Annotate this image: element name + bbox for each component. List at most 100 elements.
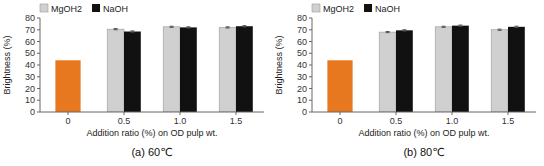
error-cap: [498, 29, 502, 30]
legend-swatch: [40, 4, 48, 12]
error-cap: [130, 30, 134, 31]
error-cap: [170, 26, 174, 27]
legend-swatch: [92, 4, 100, 12]
error-cap: [130, 32, 134, 33]
error-bar: [498, 29, 502, 30]
legend-label: MgOH2: [51, 4, 82, 14]
x-axis-label: Addition ratio (%) on OD pulp wt.: [86, 128, 217, 138]
error-bar: [130, 31, 134, 32]
panel: 0102030405060708000.51.01.5Addition rati…: [2, 4, 264, 159]
error-cap: [242, 25, 246, 26]
legend-item: NaOH: [92, 4, 128, 14]
error-cap: [498, 30, 502, 31]
error-bar: [402, 30, 406, 31]
bar: [379, 32, 396, 112]
y-axis-label: Brightness (%): [2, 35, 12, 94]
legend-item: MgOH2: [312, 4, 354, 14]
bar: [508, 27, 525, 112]
legend-item: MgOH2: [40, 4, 82, 14]
y-tick-label: 30: [297, 72, 307, 82]
error-cap: [402, 30, 406, 31]
panel: 0102030405060708000.51.01.5Addition rati…: [274, 4, 536, 159]
y-tick-label: 10: [297, 95, 307, 105]
y-axis-label: Brightness (%): [274, 35, 284, 94]
error-bar: [514, 26, 518, 27]
y-tick-label: 60: [25, 37, 35, 47]
error-cap: [514, 27, 518, 28]
x-axis: [40, 112, 264, 113]
x-tick-label: 1.0: [174, 116, 187, 126]
bar: [180, 27, 197, 112]
y-tick-label: 20: [297, 84, 307, 94]
y-tick-label: 70: [297, 25, 307, 35]
marks: [327, 25, 524, 112]
bar: [219, 27, 236, 112]
x-axis-label: Addition ratio (%) on OD pulp wt.: [358, 128, 489, 138]
x-axis: [312, 112, 536, 113]
bar: [435, 27, 452, 112]
y-tick-label: 0: [30, 107, 35, 117]
bar: [491, 30, 508, 112]
y-tick-label: 50: [297, 48, 307, 58]
error-cap: [386, 32, 390, 33]
error-cap: [114, 28, 118, 29]
error-bar: [442, 26, 446, 27]
bar: [107, 29, 124, 112]
title: (b) 80℃: [403, 146, 444, 158]
error-cap: [242, 26, 246, 27]
error-bar: [170, 26, 174, 27]
y-tick-label: 20: [25, 84, 35, 94]
x-tick-label: 0.5: [390, 116, 403, 126]
x-tick-label: 0: [337, 116, 342, 126]
x-tick-label: 1.0: [446, 116, 459, 126]
y-tick-label: 0: [302, 107, 307, 117]
x-tick-label: 1.5: [230, 116, 243, 126]
figure: 0102030405060708000.51.01.5Addition rati…: [0, 0, 544, 166]
error-cap: [226, 26, 230, 27]
bar: [124, 32, 141, 112]
error-cap: [170, 27, 174, 28]
x-tick-label: 1.5: [502, 116, 515, 126]
legend-swatch: [364, 4, 372, 12]
error-cap: [442, 26, 446, 27]
marks: [55, 26, 252, 112]
legend-label: NaOH: [103, 4, 128, 14]
x-tick-label: 0: [65, 116, 70, 126]
error-cap: [226, 27, 230, 28]
y-tick-label: 30: [25, 72, 35, 82]
bar: [163, 27, 180, 112]
y-tick-label: 70: [25, 25, 35, 35]
legend: MgOH2 NaOH: [312, 4, 400, 14]
error-cap: [402, 29, 406, 30]
error-cap: [186, 26, 190, 27]
y-axis: [40, 18, 41, 112]
error-cap: [186, 27, 190, 28]
bar: [327, 60, 352, 112]
y-tick-label: 80: [25, 13, 35, 23]
y-tick-label: 40: [25, 60, 35, 70]
legend-item: NaOH: [364, 4, 400, 14]
error-bar: [186, 27, 190, 28]
y-tick-label: 60: [297, 37, 307, 47]
legend-swatch: [312, 4, 320, 12]
error-cap: [458, 26, 462, 27]
bar: [396, 30, 413, 112]
error-bar: [226, 27, 230, 28]
error-cap: [514, 26, 518, 27]
y-axis: [312, 18, 313, 112]
x-tick-label: 0.5: [118, 116, 131, 126]
error-cap: [114, 29, 118, 30]
bar: [452, 26, 469, 112]
y-tick-label: 80: [297, 13, 307, 23]
y-tick-label: 40: [297, 60, 307, 70]
title: (a) 60℃: [131, 146, 172, 158]
legend-label: MgOH2: [323, 4, 354, 14]
error-cap: [386, 31, 390, 32]
error-bar: [458, 25, 462, 26]
error-bar: [386, 32, 390, 33]
error-bar: [114, 29, 118, 30]
legend-label: NaOH: [375, 4, 400, 14]
y-tick-label: 10: [25, 95, 35, 105]
bar: [236, 26, 253, 112]
bar: [55, 60, 80, 112]
